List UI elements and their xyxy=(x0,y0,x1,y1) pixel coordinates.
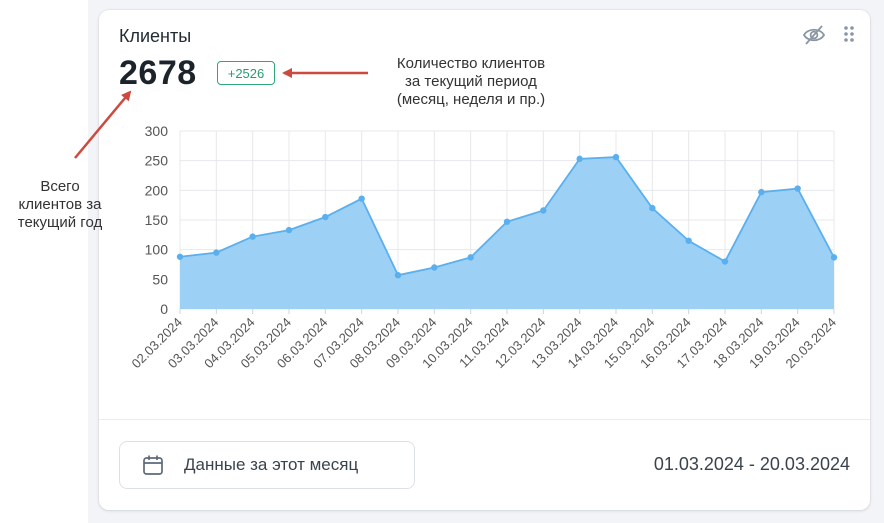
total-annotation-line: Всего xyxy=(40,178,80,195)
period-delta-badge: +2526 xyxy=(217,61,275,85)
period-select-button[interactable]: Данные за этот месяц xyxy=(119,441,415,489)
y-tick-label: 50 xyxy=(152,271,168,287)
period-annotation-line: Количество клиентов xyxy=(396,55,546,72)
drag-handle-icon[interactable] xyxy=(843,24,855,49)
period-annotation-line: (месяц, неделя и пр.) xyxy=(396,91,546,108)
y-tick-label: 100 xyxy=(145,242,169,258)
data-point xyxy=(758,188,765,196)
period-button-label: Данные за этот месяц xyxy=(184,455,359,474)
data-point xyxy=(322,213,329,221)
data-point xyxy=(503,218,511,225)
area-fill xyxy=(180,157,834,309)
data-point xyxy=(249,233,256,240)
data-point xyxy=(540,207,547,214)
calendar-icon xyxy=(142,454,164,476)
data-point xyxy=(213,249,220,256)
total-clients-value: 2678 xyxy=(119,54,197,92)
period-annotation-line: за текущий период xyxy=(405,73,537,90)
clients-widget: Клиенты 2678 +2526 0 50 100 150 200 250 300 02.… xyxy=(99,10,870,510)
data-point xyxy=(431,264,438,271)
widget-title: Клиенты xyxy=(119,26,192,46)
total-annotation: Всего клиентов за текущий год xyxy=(2,178,118,232)
date-range-text: 01.03.2024 - 20.03.2024 xyxy=(653,454,850,474)
data-point xyxy=(467,254,474,261)
footer-divider xyxy=(99,419,870,420)
total-annotation-line: клиентов за xyxy=(18,196,102,213)
y-tick-label: 300 xyxy=(145,123,169,139)
total-annotation-line: текущий год xyxy=(17,214,103,231)
period-annotation: Количество клиентов за текущий период (м… xyxy=(369,55,573,109)
data-point xyxy=(830,254,838,261)
clients-area-chart: 05010015020025030002.03.202403.03.202404… xyxy=(128,123,839,371)
data-point xyxy=(685,237,692,244)
data-point xyxy=(794,185,801,192)
y-tick-label: 0 xyxy=(160,301,168,317)
data-point xyxy=(612,153,620,161)
y-tick-label: 250 xyxy=(145,153,169,169)
data-point xyxy=(394,271,402,279)
data-point xyxy=(358,195,365,202)
data-point xyxy=(721,258,729,265)
data-point xyxy=(176,253,184,260)
y-tick-label: 200 xyxy=(145,182,169,198)
y-tick-label: 150 xyxy=(145,212,169,228)
eye-off-icon[interactable] xyxy=(802,24,826,51)
data-point xyxy=(649,204,656,212)
data-point xyxy=(576,155,583,163)
data-point xyxy=(285,226,293,234)
